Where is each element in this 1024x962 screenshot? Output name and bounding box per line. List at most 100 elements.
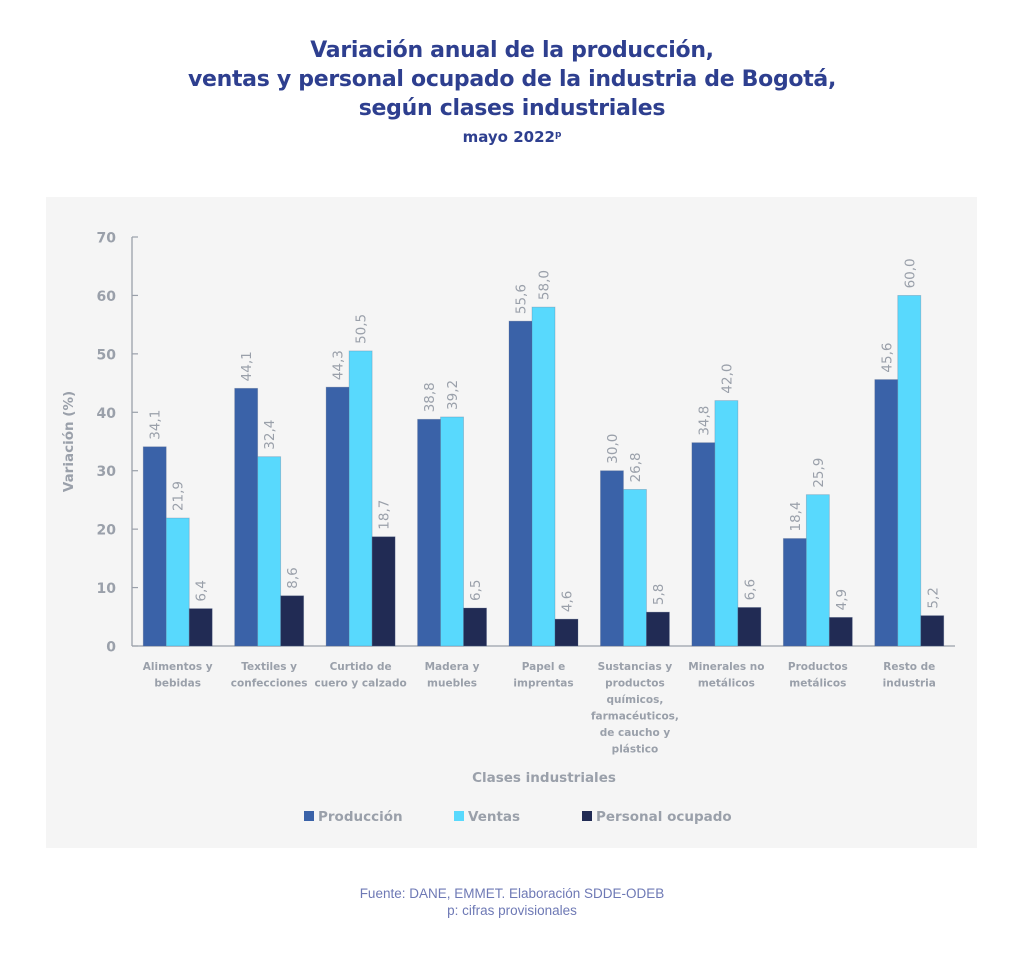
x-category-label: metálicos: [789, 678, 846, 690]
y-axis-title: Variación (%): [61, 391, 77, 492]
bar-producción: [325, 386, 350, 647]
data-label: 55,6: [514, 284, 530, 314]
x-category-label: Papel e: [522, 661, 566, 673]
data-label: 34,1: [148, 410, 164, 440]
y-tick-label: 40: [97, 406, 117, 422]
data-label: 4,6: [560, 591, 576, 612]
bar-producción: [600, 470, 624, 647]
bar-ventas: [531, 306, 556, 647]
data-label: 21,9: [171, 481, 187, 511]
x-category-label: químicos,: [607, 694, 664, 706]
x-category-label: Resto de: [883, 661, 935, 673]
bar-producción: [417, 418, 441, 647]
data-label: 50,5: [354, 314, 370, 344]
legend-swatch-ventas: [454, 811, 464, 821]
data-label: 25,9: [811, 458, 827, 488]
data-label: 44,3: [331, 350, 347, 380]
x-category-label: bebidas: [154, 678, 201, 690]
x-category-label: Curtido de: [330, 661, 392, 673]
bar-ventas: [257, 456, 282, 647]
data-label: 26,8: [628, 452, 644, 482]
data-label: 58,0: [537, 270, 553, 300]
data-label: 5,8: [651, 584, 667, 605]
x-category-label: Madera y: [425, 661, 480, 673]
y-tick-label: 0: [106, 640, 116, 656]
legend-label: Personal ocupado: [596, 809, 732, 825]
x-category-label: Sustancias y: [598, 661, 673, 673]
x-category-label: farmacéuticos,: [591, 711, 679, 723]
bar-chart: 0 10 20 30 40 50 60 70 Variación (%) 34,1 44,1 44,3…: [61, 231, 955, 825]
data-label: 32,4: [262, 420, 278, 450]
data-label: 45,6: [879, 343, 895, 373]
x-category-label: metálicos: [698, 678, 755, 690]
x-category-label: plástico: [612, 744, 659, 756]
chart-footer: Fuente: DANE, EMMET. Elaboración SDDE-OD…: [0, 885, 1024, 919]
bar-personal-ocupado: [646, 611, 670, 647]
footer-source: Fuente: DANE, EMMET. Elaboración SDDE-OD…: [359, 886, 665, 901]
bar-ventas: [623, 489, 647, 647]
x-category-label: imprentas: [513, 678, 573, 690]
legend-swatch-producción: [304, 811, 314, 821]
data-label: 8,6: [285, 567, 301, 588]
bar-producción: [234, 387, 259, 647]
y-tick-label: 20: [97, 523, 117, 539]
data-label: 38,8: [422, 382, 438, 412]
x-category-label: industria: [883, 678, 936, 690]
data-label: 44,1: [239, 351, 255, 381]
bar-ventas: [805, 494, 830, 647]
x-category-label: Textiles y: [241, 661, 297, 673]
x-category-label: Productos: [788, 661, 848, 673]
subtitle-provisional-mark: p: [554, 130, 562, 140]
footer-note: p: cifras provisionales: [447, 903, 577, 918]
legend-label: Ventas: [468, 809, 520, 825]
chart-title-line-1: Variación anual de la producción,: [310, 38, 714, 63]
data-label: 18,4: [788, 501, 804, 531]
subtitle-date: mayo 2022: [462, 128, 555, 146]
data-label: 42,0: [719, 364, 735, 394]
bar-personal-ocupado: [554, 618, 579, 647]
data-label: 5,2: [925, 587, 941, 608]
x-category-label: muebles: [427, 678, 477, 690]
data-label: 6,4: [194, 580, 210, 601]
data-label: 18,7: [377, 500, 393, 530]
chart-title-line-3: según clases industriales: [358, 96, 666, 121]
chart-panel: 0 10 20 30 40 50 60 70 Variación (%) 34,1 44,1 44,3…: [46, 197, 977, 848]
y-tick-label: 60: [97, 289, 117, 305]
legend-label: Producción: [318, 809, 403, 825]
bar-ventas: [440, 416, 464, 647]
data-label: 6,6: [742, 579, 758, 600]
x-category-label: productos: [605, 678, 665, 690]
x-category-label: Alimentos y: [143, 661, 213, 673]
bar-ventas: [714, 400, 739, 647]
x-category-label: Minerales no: [688, 661, 764, 673]
bar-personal-ocupado: [737, 607, 762, 647]
bar-producción: [142, 446, 167, 647]
y-tick-label: 50: [97, 347, 117, 363]
data-label: 60,0: [902, 258, 918, 288]
bar-producción: [874, 379, 899, 647]
bar-personal-ocupado: [920, 615, 945, 647]
bar-producción: [691, 442, 716, 647]
bar-ventas: [165, 517, 190, 647]
x-axis-title: Clases industriales: [472, 770, 616, 786]
chart-subtitle: mayo 2022p: [0, 124, 1024, 148]
bar-producción: [508, 320, 533, 647]
data-label: 34,8: [696, 406, 712, 436]
x-category-label: cuero y calzado: [315, 678, 407, 690]
bar-personal-ocupado: [371, 536, 396, 647]
y-tick-label: 10: [97, 581, 117, 597]
data-label: 30,0: [605, 434, 621, 464]
data-label: 4,9: [834, 589, 850, 610]
data-label: 6,5: [468, 580, 484, 601]
bar-producción: [782, 538, 807, 647]
bar-personal-ocupado: [280, 595, 305, 647]
bar-personal-ocupado: [828, 616, 853, 647]
y-tick-label: 30: [97, 464, 117, 480]
legend-swatch-personal-ocupado: [582, 811, 592, 821]
bar-ventas: [348, 350, 373, 647]
x-category-label: de caucho y: [600, 727, 671, 739]
bar-personal-ocupado: [188, 608, 213, 647]
y-tick-label: 70: [97, 231, 117, 247]
bar-ventas: [897, 295, 922, 647]
chart-title-line-2: ventas y personal ocupado de la industri…: [187, 67, 837, 92]
